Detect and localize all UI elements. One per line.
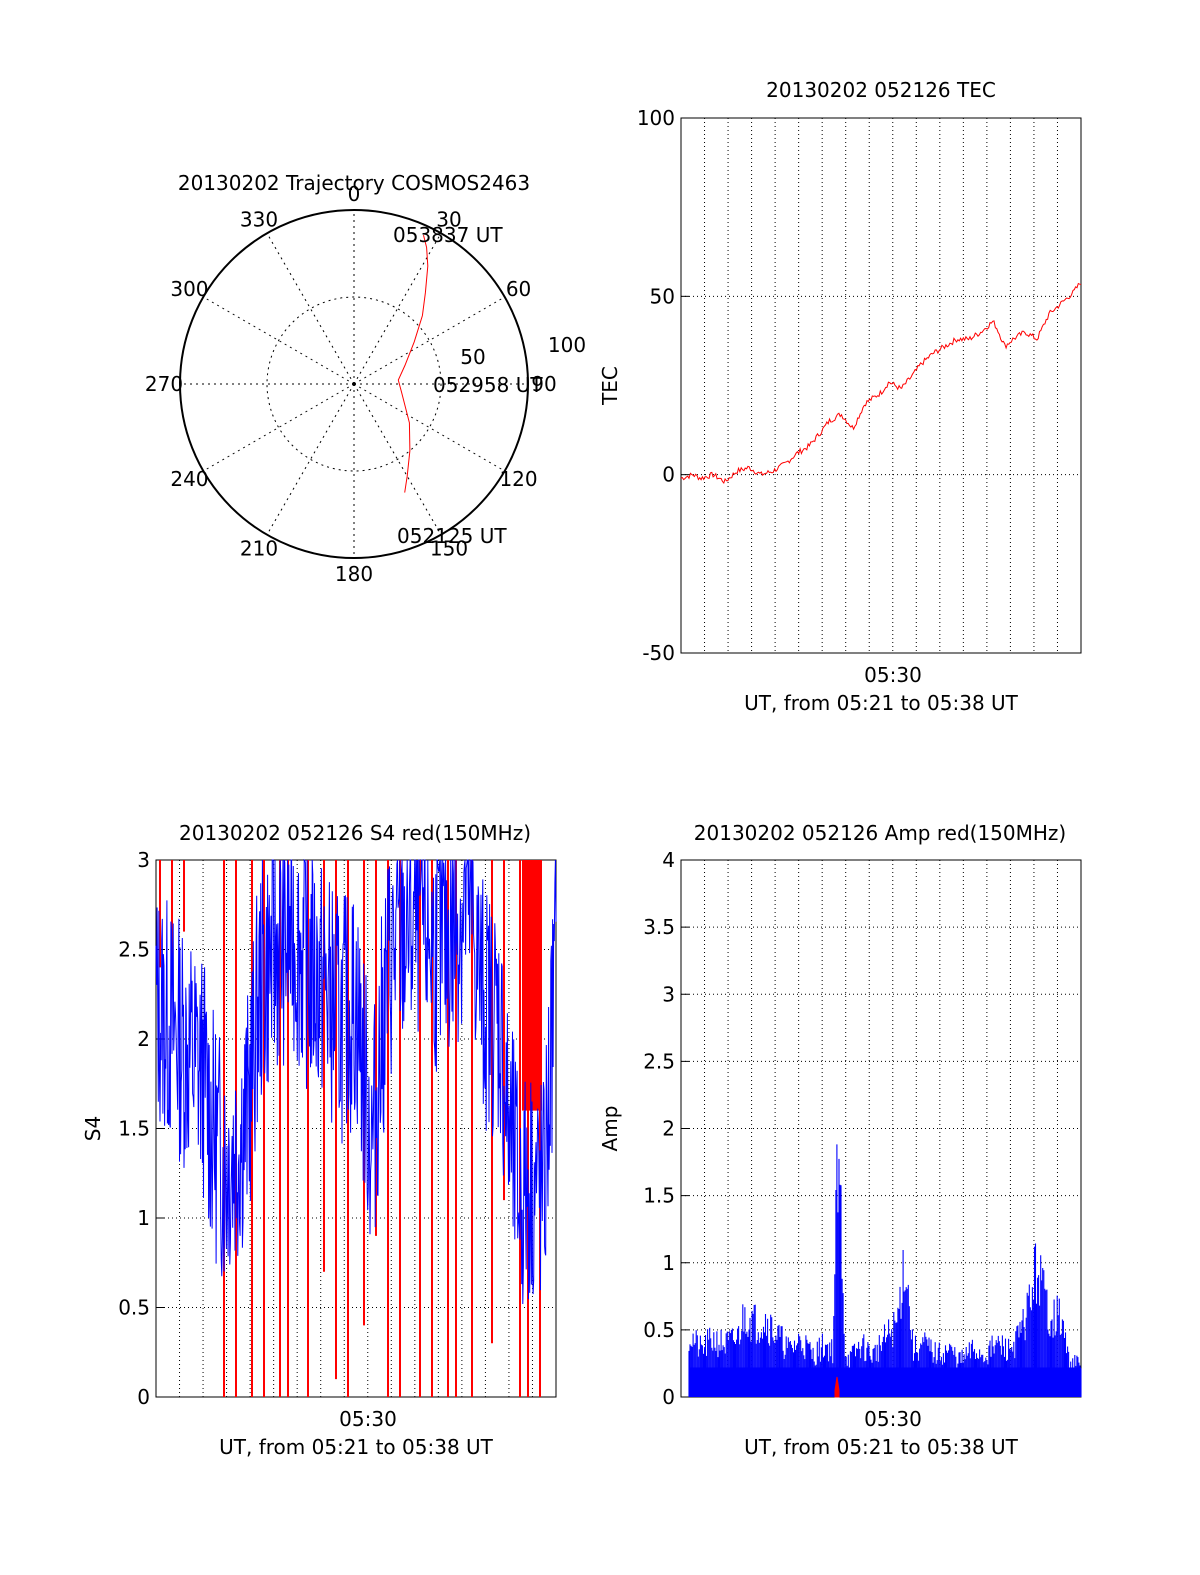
start-time-label: 052125 UT <box>397 524 507 548</box>
azimuth-labels: 0 30 60 90 120 150 180 210 240 270 300 330 <box>145 182 557 586</box>
y-tick-label: 0 <box>662 1385 675 1409</box>
y-tick-label: 2.5 <box>643 1049 675 1073</box>
polar-grid <box>179 209 529 559</box>
y-tick-label: 2.5 <box>118 938 150 962</box>
outer-circle <box>179 209 529 559</box>
azimuth-label: 90 <box>531 372 556 396</box>
y-tick-label: 1.5 <box>643 1184 675 1208</box>
elevation-ring-labels: 50 100 <box>460 333 586 369</box>
s4-red-band <box>522 860 542 1111</box>
y-tick-label: 100 <box>637 106 675 130</box>
chart-title: 20130202 Trajectory COSMOS2463 <box>178 171 530 195</box>
trajectory-polar-chart: 20130202 Trajectory COSMOS2463 0 30 60 90 12… <box>145 171 586 586</box>
azimuth-label: 0 <box>348 182 361 206</box>
ring-label: 100 <box>548 333 586 357</box>
inner-ring <box>266 296 442 472</box>
azimuth-label: 180 <box>335 562 373 586</box>
azimuth-spoke <box>203 383 355 472</box>
azimuth-label: 120 <box>499 467 537 491</box>
azimuth-spoke <box>353 233 442 385</box>
azimuth-spoke <box>266 233 355 385</box>
x-axis-label: UT, from 05:21 to 05:38 UT <box>744 1435 1019 1459</box>
y-tick-label: 50 <box>650 284 675 308</box>
x-tick-label: 05:30 <box>339 1407 397 1431</box>
azimuth-spoke <box>203 296 355 385</box>
azimuth-label: 210 <box>240 537 278 561</box>
azimuth-label: 150 <box>430 537 468 561</box>
s4-blue-series <box>155 858 557 1305</box>
y-axis-label: Amp <box>598 1106 622 1152</box>
center-time-label: 052958 UT <box>433 373 543 397</box>
y-tick-label: -50 <box>642 641 675 665</box>
tec-series-line <box>680 282 1082 485</box>
y-tick-label: 1 <box>662 1251 675 1275</box>
y-tick-label: 1 <box>137 1206 150 1230</box>
trajectory-line <box>397 234 429 493</box>
ring-label: 50 <box>460 345 485 369</box>
azimuth-label: 60 <box>506 277 531 301</box>
plot-frame <box>680 117 1082 654</box>
azimuth-spoke <box>353 383 505 472</box>
chart-title: 20130202 052126 Amp red(150MHz) <box>694 821 1066 845</box>
s4-chart: 20130202 052126 S4 red(150MHz) 3 2.5 2 1.5 1… <box>81 821 557 1459</box>
azimuth-spoke <box>266 383 355 535</box>
y-tick-label: 4 <box>662 848 675 872</box>
azimuth-spoke <box>353 383 442 535</box>
azimuth-spoke <box>353 296 505 385</box>
y-tick-label: 3.5 <box>643 915 675 939</box>
azimuth-label: 30 <box>436 207 461 231</box>
azimuth-label: 300 <box>170 277 208 301</box>
y-tick-label: 3 <box>137 848 150 872</box>
y-axis-label: TEC <box>598 366 622 406</box>
azimuth-label: 330 <box>240 207 278 231</box>
y-tick-label: 2 <box>662 1117 675 1141</box>
y-tick-label: 0.5 <box>118 1296 150 1320</box>
amp-chart: 20130202 052126 Amp red(150MHz) 4 3.5 3 2.5… <box>598 821 1082 1459</box>
y-tick-label: 0 <box>137 1385 150 1409</box>
y-tick-label: 2 <box>137 1027 150 1051</box>
chart-title: 20130202 052126 TEC <box>766 78 996 102</box>
x-tick-label: 05:30 <box>864 1407 922 1431</box>
y-axis-label: S4 <box>81 1116 105 1141</box>
y-tick-label: 0.5 <box>643 1318 675 1342</box>
y-tick-label: 0 <box>662 463 675 487</box>
y-tick-label: 3 <box>662 982 675 1006</box>
azimuth-label: 270 <box>145 372 183 396</box>
x-tick-label: 05:30 <box>864 663 922 687</box>
x-axis-label: UT, from 05:21 to 05:38 UT <box>744 691 1019 715</box>
amp-red-series <box>834 1376 840 1398</box>
y-tick-label: 1.5 <box>118 1117 150 1141</box>
azimuth-label: 240 <box>170 467 208 491</box>
x-axis-label: UT, from 05:21 to 05:38 UT <box>219 1435 494 1459</box>
tec-chart: 20130202 052126 TEC 100 50 0 -50 05:30 UT, fr… <box>598 78 1082 715</box>
chart-title: 20130202 052126 S4 red(150MHz) <box>179 821 531 845</box>
amp-blue-floor <box>689 1367 1081 1397</box>
end-time-label: 053837 UT <box>393 223 503 247</box>
